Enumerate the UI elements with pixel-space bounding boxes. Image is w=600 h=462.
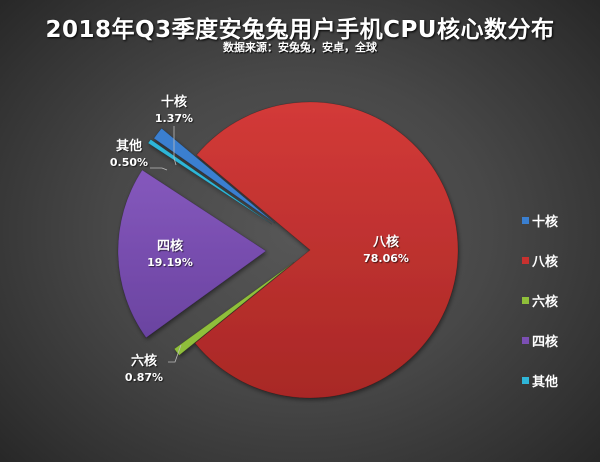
legend-item-four: 四核: [522, 332, 558, 350]
slice-six: [173, 261, 295, 356]
leader-line-ten: [173, 126, 177, 166]
legend-item-other: 其他: [522, 372, 558, 390]
slice-ten: [153, 127, 276, 224]
leader-line-other: [150, 167, 168, 171]
chart-subtitle: 数据来源：安兔兔，安卓，全球: [223, 41, 377, 54]
legend-swatch-icon: [522, 336, 529, 344]
label-other: 其他 0.50%: [109, 139, 149, 169]
slice-four: [117, 169, 267, 339]
chart-title: 2018年Q3季度安兔兔用户手机CPU核心数分布: [45, 17, 555, 43]
leader-line-six: [168, 344, 182, 363]
label-six: 六核 0.87%: [124, 354, 164, 384]
label-four: 四核 19.19%: [147, 239, 193, 269]
legend-item-ten: 十核: [522, 212, 558, 230]
legend-swatch-icon: [522, 376, 529, 384]
legend-swatch-icon: [522, 256, 529, 264]
label-ten: 十核 1.37%: [154, 95, 194, 125]
legend-item-six: 六核: [522, 292, 558, 310]
label-eight: 八核 78.06%: [363, 235, 409, 265]
legend-swatch-icon: [522, 296, 529, 304]
slice-eight: [194, 101, 459, 399]
legend-swatch-icon: [522, 216, 529, 224]
legend-item-eight: 八核: [522, 252, 558, 270]
slice-other: [147, 138, 273, 225]
